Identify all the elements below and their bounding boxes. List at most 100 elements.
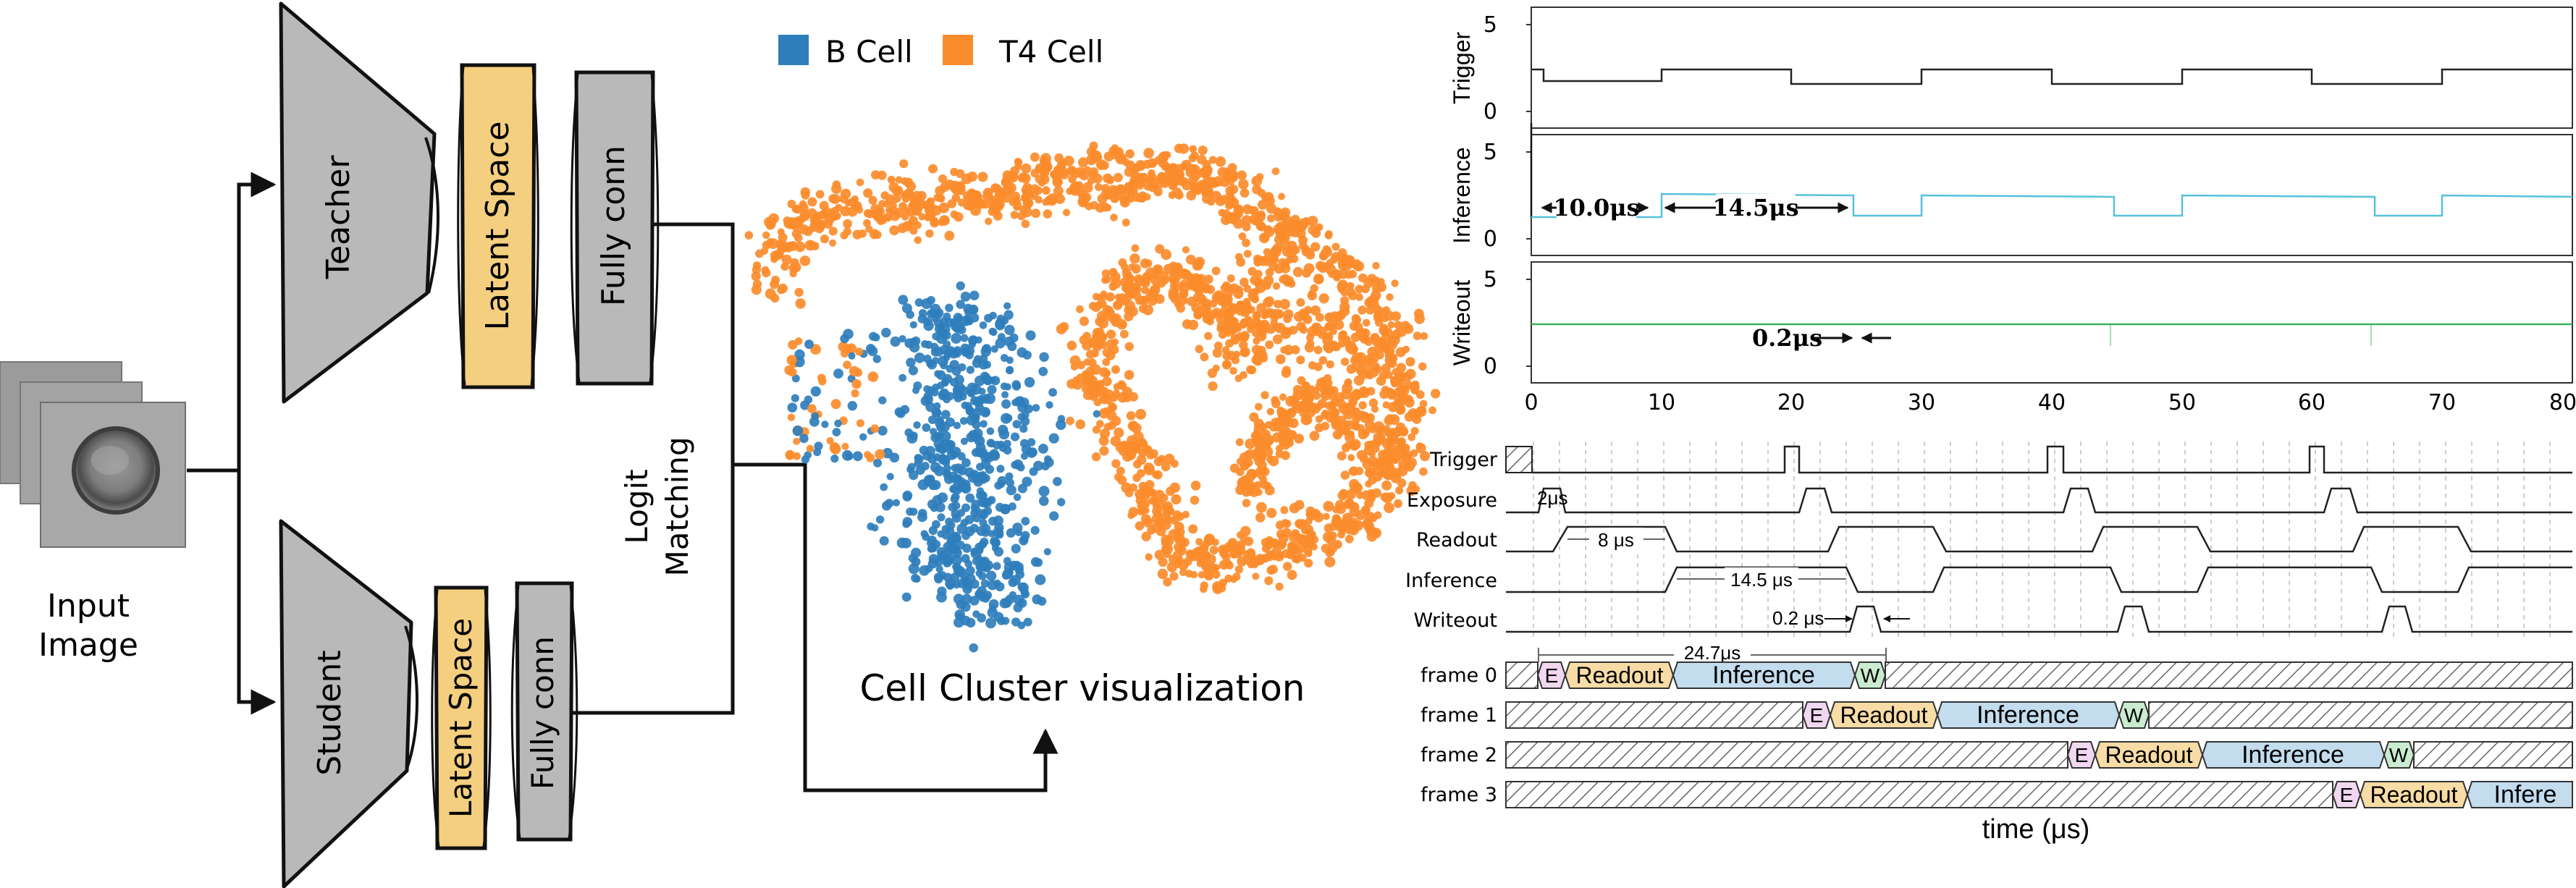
b-cell-point: [1019, 397, 1030, 407]
t4-cell-point: [1099, 386, 1109, 396]
t4-cell-point: [794, 219, 803, 229]
t4-cell-point: [1323, 343, 1334, 354]
frame-label-3: frame 3: [1420, 784, 1497, 806]
t4-cell-point: [1187, 296, 1197, 307]
b-cell-point: [928, 308, 938, 318]
t4-cell-point: [1209, 178, 1219, 188]
t4-cell-point: [1397, 437, 1406, 446]
t4-cell-point: [863, 219, 871, 227]
t4-cell-point: [828, 227, 838, 236]
t4-cell-point: [863, 188, 873, 198]
t4-cell-point: [1177, 546, 1187, 556]
t4-cell-point: [1090, 380, 1100, 389]
t4-cell-point: [1344, 255, 1355, 266]
t4-cell-point: [1291, 245, 1300, 255]
t4-cell-point: [1211, 266, 1221, 276]
t4-cell-point: [1312, 386, 1320, 394]
t4-cell-point: [1082, 390, 1093, 400]
t4-cell-point: [1382, 343, 1392, 352]
t4-cell-point: [777, 286, 786, 295]
t4-cell-point: [1342, 428, 1351, 436]
t4-cell-point: [1371, 528, 1380, 537]
t4-cell-point: [1058, 158, 1067, 167]
t4-cell-point: [1410, 386, 1419, 394]
t4-cell-point: [1308, 289, 1316, 297]
t4-cell-point: [1141, 531, 1151, 541]
t4-cell-point: [1042, 198, 1050, 206]
t4-cell-point: [795, 298, 806, 309]
t4-cell-point: [1267, 214, 1276, 223]
b-cell-point: [949, 485, 957, 494]
t4-cell-point: [1236, 468, 1245, 476]
trace-inference: [1531, 193, 2573, 219]
t4-cell-point: [1258, 255, 1268, 266]
b-cell-point: [921, 298, 933, 310]
t4-cell-point: [1241, 215, 1253, 226]
t4-cell-point: [1324, 322, 1332, 330]
t4-cell-point: [830, 211, 838, 219]
b-cell-point: [960, 292, 971, 302]
t4-cell-point: [1281, 549, 1291, 558]
b-cell-point: [902, 520, 911, 528]
t4-cell-point: [855, 206, 864, 214]
t4-cell-point: [1344, 534, 1354, 544]
t4-cell-point: [1124, 370, 1135, 380]
signal-label-trigger: Trigger: [1429, 449, 1498, 471]
b-cell-point: [881, 327, 891, 338]
t4-cell-point: [1340, 288, 1349, 297]
t4-cell-point: [1100, 184, 1110, 193]
t4-cell-point: [1140, 286, 1150, 295]
t4-cell-point: [1153, 457, 1163, 467]
t4-cell-point: [1306, 339, 1315, 347]
t4-cell-point: [1037, 179, 1046, 187]
t4-cell-point: [856, 178, 864, 187]
mixed-cell-point: [859, 433, 867, 441]
t4-cell-point: [1220, 195, 1229, 204]
b-cell-point: [946, 537, 956, 546]
t4-cell-point: [794, 287, 804, 297]
t4-cell-point: [1121, 297, 1129, 306]
scope-panel-trigger: [1531, 7, 2573, 129]
t4-cell-point: [1351, 361, 1362, 372]
t4-cell-point: [1103, 369, 1111, 377]
t4-cell-point: [1260, 467, 1270, 477]
t4-cell-point: [1328, 543, 1338, 553]
b-cell-point: [953, 580, 961, 589]
t4-cell-point: [1145, 553, 1153, 561]
b-cell-point: [927, 454, 938, 464]
t4-cell-point: [1252, 287, 1260, 295]
b-cell-point: [949, 378, 959, 387]
t4-cell-point: [1024, 198, 1034, 208]
b-cell-point: [954, 463, 964, 474]
t4-cell-point: [1387, 321, 1395, 329]
b-cell-point: [1008, 502, 1016, 511]
b-cell-point: [908, 554, 918, 563]
t4-cell-point: [1081, 379, 1090, 387]
t4-cell-point: [1143, 148, 1154, 158]
t4-cell-point: [1010, 211, 1019, 219]
t4-cell-point: [1146, 451, 1155, 460]
t4-cell-point: [858, 229, 867, 238]
t4-cell-point: [1093, 398, 1102, 407]
annot-8us: 8 μs: [1598, 529, 1634, 551]
t4-cell-point: [1242, 238, 1250, 248]
t4-cell-point: [1086, 146, 1097, 157]
b-cell-point: [1044, 455, 1052, 463]
t4-cell-point: [938, 174, 948, 184]
b-cell-point: [901, 538, 912, 549]
b-cell-point: [997, 617, 1006, 625]
waveform-exposure: [1506, 487, 2572, 514]
t4-cell-point: [1229, 367, 1237, 375]
b-cell-point: [966, 365, 975, 374]
t4-cell-point: [1203, 563, 1213, 573]
legend-label-bcell: B Cell: [825, 34, 913, 69]
t4-cell-point: [1266, 324, 1276, 334]
b-cell-point: [1001, 413, 1011, 424]
input-label-line2: Image: [38, 627, 138, 664]
t4-cell-point: [1260, 538, 1270, 547]
b-cell-point: [1006, 366, 1014, 375]
b-cell-point: [1019, 424, 1028, 434]
b-cell-point: [969, 290, 980, 300]
b-cell-point: [1038, 486, 1050, 497]
